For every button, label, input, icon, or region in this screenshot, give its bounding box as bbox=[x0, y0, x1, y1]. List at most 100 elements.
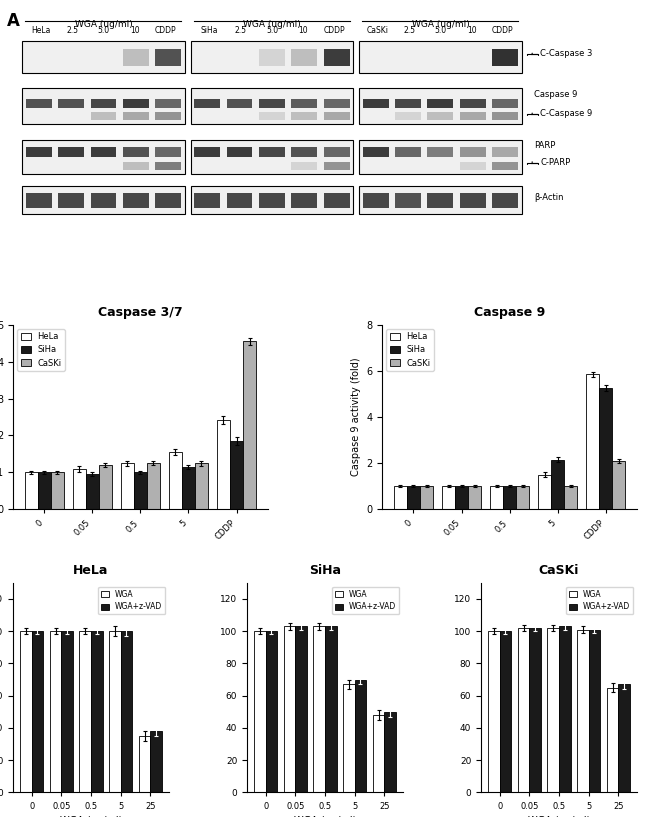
Bar bbox=[194, 147, 220, 158]
Bar bbox=[363, 99, 389, 108]
Bar bbox=[363, 193, 389, 208]
Bar bbox=[363, 147, 389, 158]
X-axis label: WGA (ug/ml): WGA (ug/ml) bbox=[528, 816, 590, 817]
Bar bbox=[359, 88, 521, 124]
Bar bbox=[518, 628, 529, 792]
Bar bbox=[123, 162, 149, 171]
Title: CaSKi: CaSKi bbox=[539, 565, 579, 578]
Bar bbox=[384, 712, 396, 792]
Bar bbox=[25, 147, 51, 158]
Bar bbox=[394, 486, 407, 509]
Text: β-Actin: β-Actin bbox=[534, 193, 564, 202]
Bar bbox=[155, 147, 181, 158]
Bar bbox=[586, 374, 599, 509]
Bar bbox=[324, 112, 350, 120]
Bar bbox=[266, 631, 277, 792]
Bar bbox=[599, 388, 612, 509]
Bar bbox=[551, 460, 564, 509]
Bar bbox=[291, 99, 317, 108]
Bar bbox=[355, 680, 366, 792]
Bar bbox=[490, 486, 503, 509]
Bar bbox=[86, 474, 99, 509]
Text: WGA (ug/ml): WGA (ug/ml) bbox=[243, 20, 301, 29]
Bar bbox=[61, 631, 73, 792]
Text: 5.0: 5.0 bbox=[434, 26, 447, 35]
Bar bbox=[428, 99, 454, 108]
Bar bbox=[51, 472, 64, 509]
Text: PARP: PARP bbox=[534, 141, 555, 150]
Bar bbox=[420, 486, 433, 509]
Bar bbox=[227, 147, 252, 158]
Bar bbox=[182, 467, 195, 509]
Bar bbox=[123, 147, 149, 158]
Text: 10: 10 bbox=[298, 26, 308, 35]
Bar bbox=[359, 41, 521, 73]
Bar bbox=[577, 630, 589, 792]
Text: CDDP: CDDP bbox=[155, 26, 177, 35]
Bar bbox=[503, 486, 516, 509]
Bar bbox=[324, 99, 350, 108]
Bar bbox=[50, 631, 61, 792]
Bar bbox=[492, 49, 518, 66]
Bar bbox=[500, 631, 511, 792]
Bar bbox=[492, 99, 518, 108]
Bar bbox=[194, 99, 220, 108]
Bar bbox=[123, 99, 149, 108]
Bar bbox=[139, 736, 150, 792]
Bar bbox=[284, 627, 295, 792]
Bar bbox=[90, 112, 116, 120]
Bar bbox=[460, 99, 486, 108]
Bar bbox=[32, 631, 43, 792]
Bar bbox=[123, 193, 149, 208]
Bar bbox=[194, 193, 220, 208]
Bar bbox=[291, 193, 317, 208]
Bar bbox=[191, 185, 353, 214]
Bar bbox=[259, 112, 285, 120]
Bar bbox=[109, 631, 121, 792]
Bar bbox=[612, 461, 625, 509]
Text: CDDP: CDDP bbox=[492, 26, 514, 35]
Bar bbox=[460, 162, 486, 171]
Bar bbox=[428, 193, 454, 208]
X-axis label: WGA (ug/ml): WGA (ug/ml) bbox=[60, 816, 122, 817]
Bar bbox=[155, 162, 181, 171]
Bar bbox=[25, 99, 51, 108]
Bar bbox=[538, 475, 551, 509]
Legend: WGA, WGA+z-VAD: WGA, WGA+z-VAD bbox=[332, 587, 399, 614]
Bar bbox=[291, 112, 317, 120]
Bar bbox=[169, 452, 182, 509]
Bar bbox=[343, 685, 355, 792]
Text: 10: 10 bbox=[467, 26, 476, 35]
Bar bbox=[90, 99, 116, 108]
Bar bbox=[324, 162, 350, 171]
Text: C-PARP: C-PARP bbox=[540, 158, 571, 167]
Bar bbox=[259, 193, 285, 208]
Bar bbox=[155, 49, 181, 66]
Bar bbox=[492, 112, 518, 120]
Bar bbox=[227, 99, 252, 108]
Bar bbox=[547, 628, 559, 792]
Text: SiHa: SiHa bbox=[201, 26, 218, 35]
Text: 5.0: 5.0 bbox=[98, 26, 110, 35]
Bar bbox=[291, 147, 317, 158]
Text: C-Caspase 9: C-Caspase 9 bbox=[540, 109, 593, 118]
Bar bbox=[291, 162, 317, 171]
X-axis label: WGA (ug/ml): WGA (ug/ml) bbox=[294, 816, 356, 817]
Text: HeLa: HeLa bbox=[31, 26, 51, 35]
Text: A: A bbox=[6, 11, 20, 29]
Bar bbox=[373, 715, 384, 792]
Bar bbox=[460, 147, 486, 158]
Bar bbox=[607, 688, 618, 792]
Bar bbox=[428, 147, 454, 158]
Title: SiHa: SiHa bbox=[309, 565, 341, 578]
Legend: WGA, WGA+z-VAD: WGA, WGA+z-VAD bbox=[98, 587, 165, 614]
Bar bbox=[488, 631, 500, 792]
Text: 2.5: 2.5 bbox=[235, 26, 247, 35]
Text: 2.5: 2.5 bbox=[66, 26, 78, 35]
Bar bbox=[559, 627, 571, 792]
Bar bbox=[313, 627, 325, 792]
Bar bbox=[123, 112, 149, 120]
Bar bbox=[589, 630, 600, 792]
Bar bbox=[564, 486, 577, 509]
Text: CaSKi: CaSKi bbox=[367, 26, 389, 35]
